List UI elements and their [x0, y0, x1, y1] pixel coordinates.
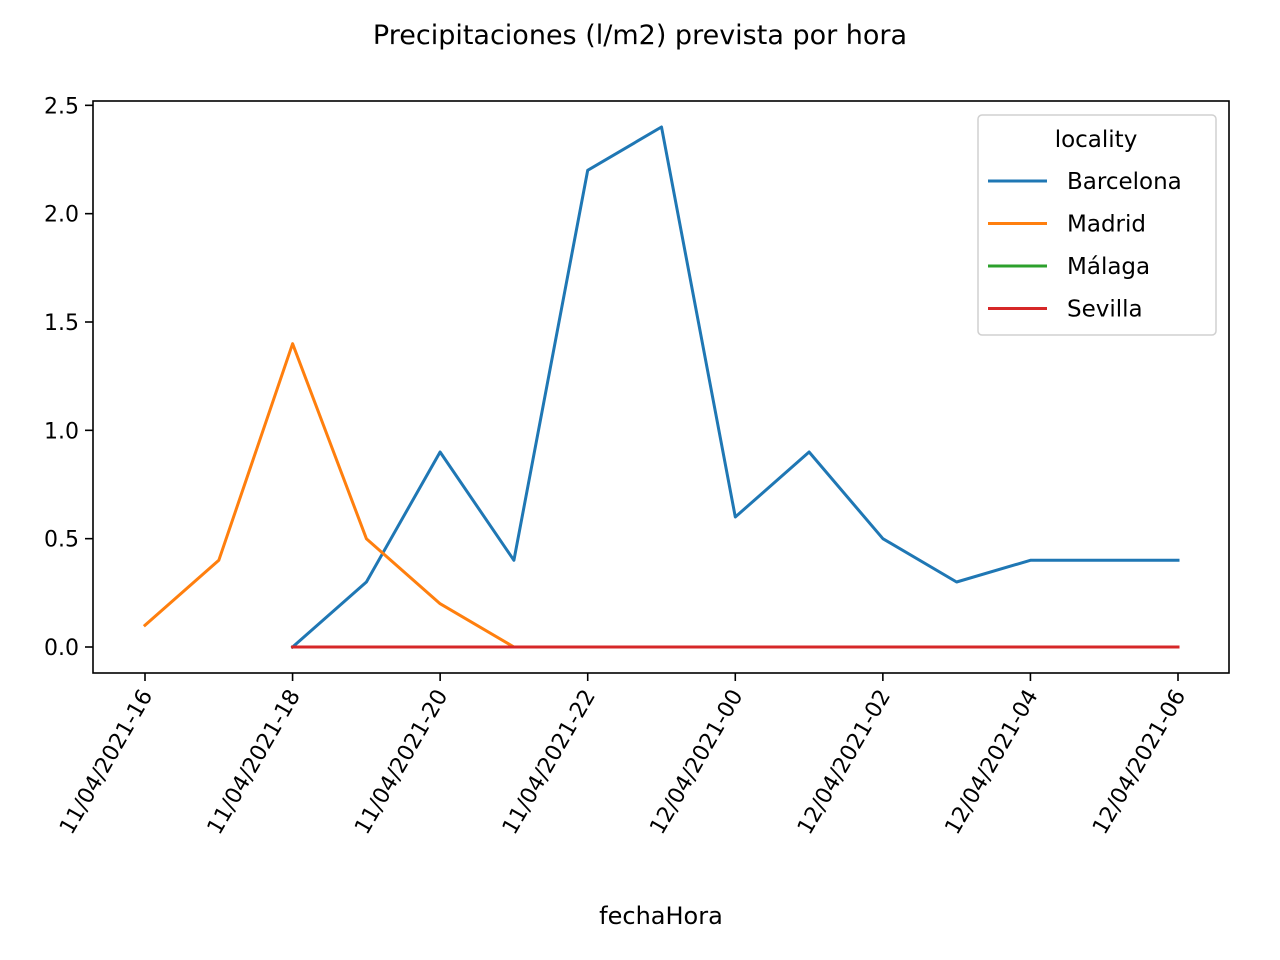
legend-box [977, 114, 1217, 336]
legend-title: locality [1055, 127, 1138, 153]
y-tick-label: 2.5 [44, 94, 79, 119]
series-layer [142, 125, 1180, 650]
x-tick-label: 11/04/2021-16 [55, 686, 158, 839]
x-tick-label: 11/04/2021-18 [203, 686, 306, 839]
y-axis: 0.0 0.5 1.0 1.5 2.0 2.5 [44, 94, 93, 661]
series-line-madrid [142, 342, 1180, 649]
x-tick-label: 12/04/2021-06 [1088, 686, 1191, 839]
y-tick-label: 0.0 [44, 636, 79, 661]
series-line-barcelona [290, 125, 1180, 650]
chart-title: Precipitaciones (l/m2) prevista por hora [373, 20, 907, 51]
x-tick-label: 12/04/2021-04 [941, 686, 1044, 839]
plot-frame [92, 100, 1230, 674]
legend-label: Madrid [1067, 212, 1146, 238]
y-tick-label: 1.5 [44, 311, 79, 336]
legend-label: Málaga [1067, 254, 1150, 280]
legend-label: Barcelona [1067, 169, 1182, 195]
legend-label: Sevilla [1067, 297, 1143, 323]
x-tick-label: 12/04/2021-00 [645, 686, 748, 839]
y-tick-label: 1.0 [44, 419, 79, 444]
x-tick-label: 12/04/2021-02 [793, 686, 896, 839]
y-tick-label: 2.0 [44, 203, 79, 228]
legend: locality Barcelona Madrid Málaga Sevilla [977, 114, 1217, 336]
x-tick-label: 11/04/2021-22 [498, 686, 601, 839]
x-axis: 11/04/2021-16 11/04/2021-18 11/04/2021-20 1… [55, 673, 1191, 839]
x-tick-label: 11/04/2021-20 [350, 686, 453, 839]
x-axis-label: fechaHora [599, 902, 723, 930]
y-tick-label: 0.5 [44, 528, 79, 553]
